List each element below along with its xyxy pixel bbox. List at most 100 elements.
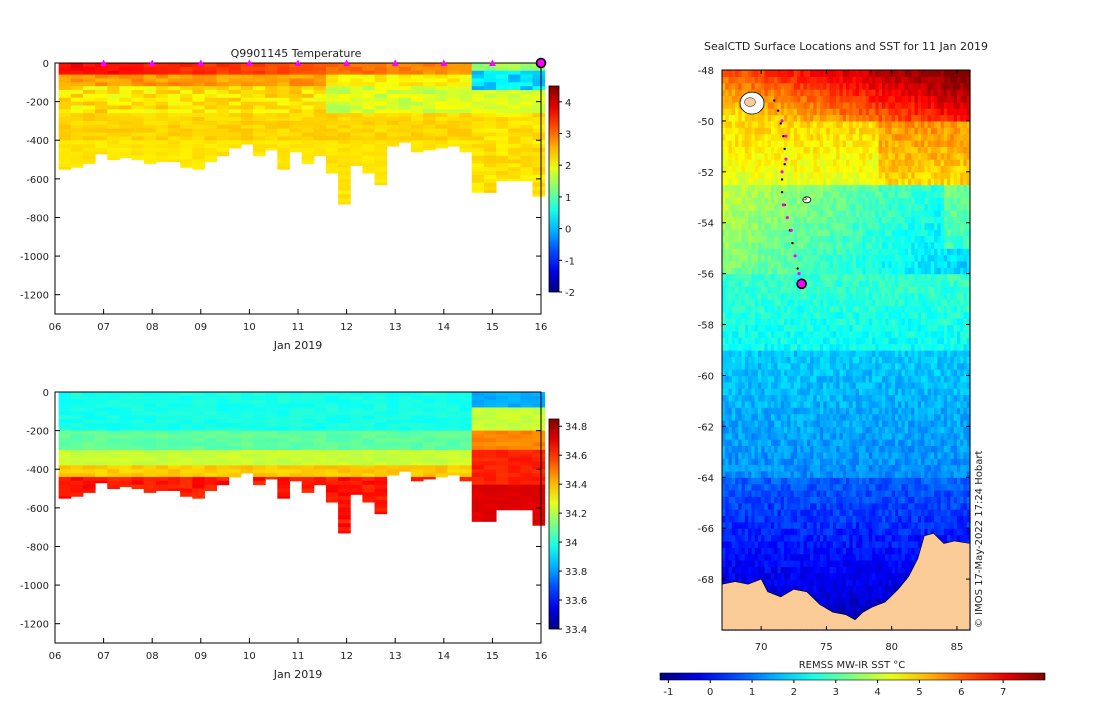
section-cell	[423, 105, 436, 109]
section-cell	[180, 481, 193, 485]
colorbar-tick-label: 33.4	[565, 625, 587, 636]
section-cell	[83, 454, 96, 458]
section-cell	[107, 125, 120, 129]
section-cell	[132, 67, 145, 71]
section-cell	[496, 109, 509, 113]
section-cell	[375, 434, 388, 438]
section-cell	[107, 434, 120, 438]
section-cell	[192, 407, 205, 411]
section-cell	[423, 450, 436, 454]
section-cell	[83, 121, 96, 125]
section-cell	[229, 404, 242, 408]
section-cell	[350, 98, 363, 102]
section-cell	[326, 492, 339, 496]
section-cell	[204, 113, 217, 117]
section-cell	[265, 94, 278, 98]
section-cell	[399, 117, 412, 121]
section-cell	[144, 462, 157, 466]
section-cell	[192, 133, 205, 137]
section-cell	[229, 446, 242, 450]
section-cell	[180, 404, 193, 408]
section-cell	[350, 129, 363, 133]
section-cell	[496, 438, 509, 442]
section-cell	[496, 400, 509, 404]
colorbar-tick-label: 2	[565, 161, 571, 172]
section-cell	[204, 434, 217, 438]
section-cell	[192, 129, 205, 133]
section-cell	[265, 86, 278, 90]
section-cell	[192, 450, 205, 454]
section-cell	[375, 129, 388, 133]
section-cell	[375, 496, 388, 500]
section-cell	[532, 82, 545, 86]
section-cell	[107, 404, 120, 408]
section-cell	[204, 78, 217, 82]
section-cell	[508, 140, 521, 144]
section-cell	[241, 75, 254, 79]
section-cell	[119, 473, 132, 477]
section-cell	[204, 63, 217, 67]
section-cell	[217, 140, 230, 144]
section-cell	[180, 415, 193, 419]
section-cell	[326, 152, 339, 156]
section-cell	[399, 423, 412, 427]
section-cell	[132, 75, 145, 79]
section-cell	[338, 67, 351, 71]
section-cell	[59, 450, 72, 454]
section-cell	[168, 392, 181, 396]
section-cell	[520, 105, 533, 109]
section-cell	[508, 144, 521, 148]
section-cell	[95, 75, 108, 79]
section-cell	[314, 407, 327, 411]
section-cell	[217, 113, 230, 117]
section-cell	[107, 129, 120, 133]
section-cell	[107, 102, 120, 106]
section-cell	[508, 82, 521, 86]
section-cell	[338, 105, 351, 109]
section-cell	[472, 90, 485, 94]
section-cell	[83, 125, 96, 129]
section-cell	[423, 446, 436, 450]
section-cell	[241, 136, 254, 140]
section-cell	[59, 496, 72, 498]
section-cell	[532, 86, 545, 90]
section-cell	[375, 136, 388, 140]
section-cell	[460, 94, 473, 98]
section-cell	[132, 71, 145, 75]
section-cell	[277, 140, 290, 144]
section-cell	[302, 473, 315, 477]
section-cell	[362, 427, 375, 431]
section-cell	[71, 458, 84, 462]
section-cell	[326, 458, 339, 462]
section-cell	[423, 411, 436, 415]
section-cell	[192, 94, 205, 98]
section-cell	[83, 481, 96, 485]
section-cell	[472, 500, 485, 504]
section-cell	[119, 458, 132, 462]
section-cell	[290, 473, 303, 477]
section-cell	[229, 434, 242, 438]
section-cell	[532, 454, 545, 458]
section-cell	[411, 411, 424, 415]
section-cell	[144, 481, 157, 485]
section-cell	[447, 129, 460, 133]
section-cell	[241, 415, 254, 419]
temperature-title: Q9901145 Temperature	[231, 47, 362, 60]
section-cell	[423, 469, 436, 473]
section-cell	[411, 148, 424, 152]
section-cell	[338, 516, 351, 520]
section-cell	[144, 152, 157, 156]
section-cell	[265, 109, 278, 113]
section-cell	[290, 446, 303, 450]
section-cell	[362, 136, 375, 140]
section-cell	[520, 423, 533, 427]
section-cell	[95, 438, 108, 442]
section-cell	[472, 78, 485, 82]
section-cell	[338, 407, 351, 411]
section-cell	[132, 485, 145, 489]
section-cell	[83, 462, 96, 466]
section-cell	[362, 63, 375, 67]
section-cell	[95, 121, 108, 125]
section-cell	[180, 121, 193, 125]
section-cell	[375, 504, 388, 508]
